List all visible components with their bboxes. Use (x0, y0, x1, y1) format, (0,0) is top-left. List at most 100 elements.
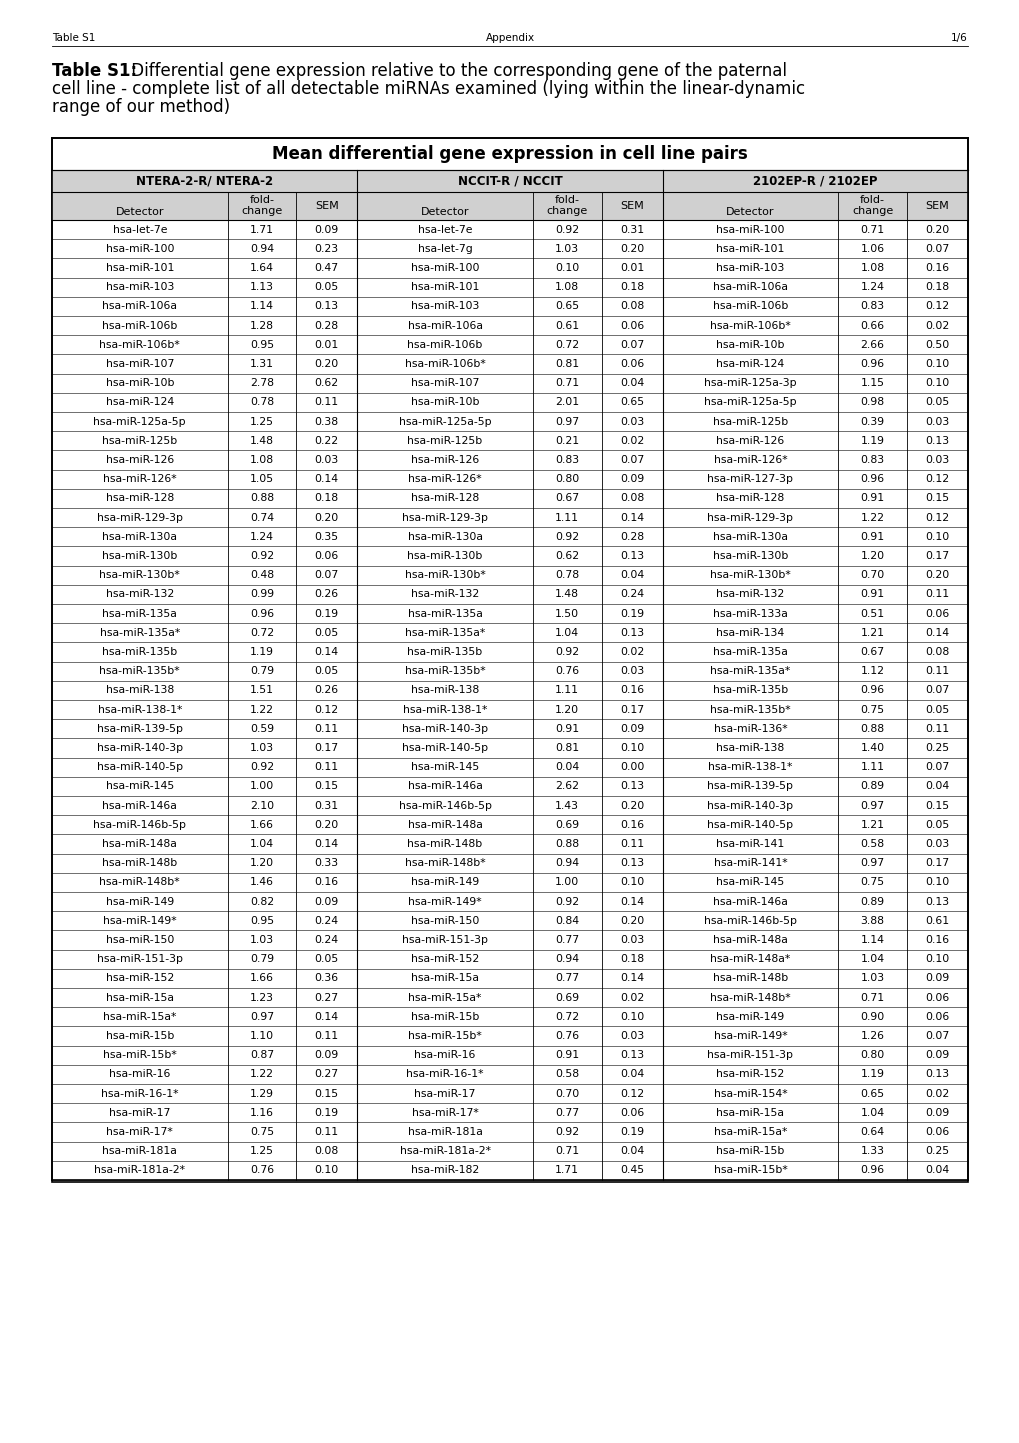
Text: 0.04: 0.04 (620, 570, 644, 580)
Text: 0.09: 0.09 (620, 475, 644, 485)
Text: 0.03: 0.03 (924, 455, 949, 465)
Text: 0.06: 0.06 (924, 1127, 949, 1137)
Text: hsa-miR-128: hsa-miR-128 (715, 494, 784, 504)
Text: Detector: Detector (115, 206, 164, 216)
Text: 0.23: 0.23 (315, 244, 338, 254)
Text: 0.19: 0.19 (620, 1127, 644, 1137)
Text: 0.88: 0.88 (250, 494, 274, 504)
Text: 0.78: 0.78 (250, 397, 274, 407)
Text: Detector: Detector (726, 206, 774, 216)
Text: 0.98: 0.98 (860, 397, 883, 407)
Text: SEM: SEM (315, 201, 338, 211)
Text: 0.15: 0.15 (315, 782, 338, 791)
Text: 0.72: 0.72 (250, 628, 274, 638)
Text: 0.26: 0.26 (315, 589, 338, 599)
Text: 0.08: 0.08 (620, 494, 644, 504)
Text: 0.28: 0.28 (315, 320, 338, 330)
Text: 0.10: 0.10 (924, 378, 949, 388)
Text: SEM: SEM (620, 201, 643, 211)
Text: hsa-miR-132: hsa-miR-132 (106, 589, 173, 599)
Text: 0.70: 0.70 (554, 1088, 579, 1098)
Text: hsa-miR-148a*: hsa-miR-148a* (709, 954, 790, 964)
Text: 0.71: 0.71 (554, 1146, 579, 1156)
Text: hsa-miR-135b: hsa-miR-135b (712, 685, 788, 696)
Text: 0.12: 0.12 (924, 512, 949, 522)
Text: 0.61: 0.61 (924, 916, 949, 926)
Text: hsa-miR-106b*: hsa-miR-106b* (99, 339, 180, 349)
Text: hsa-miR-148a: hsa-miR-148a (102, 838, 177, 848)
Text: 0.07: 0.07 (924, 1030, 949, 1040)
Text: 0.92: 0.92 (554, 896, 579, 906)
Text: 0.00: 0.00 (620, 762, 644, 772)
Text: 0.97: 0.97 (554, 417, 579, 427)
Text: 0.17: 0.17 (924, 551, 949, 561)
Text: hsa-miR-15b*: hsa-miR-15b* (713, 1166, 787, 1176)
Text: 0.10: 0.10 (924, 954, 949, 964)
Text: 0.09: 0.09 (924, 1051, 949, 1061)
Text: 1.16: 1.16 (250, 1108, 274, 1118)
Text: 1.40: 1.40 (860, 743, 883, 753)
Text: hsa-miR-152: hsa-miR-152 (106, 974, 173, 983)
Text: 0.25: 0.25 (924, 743, 949, 753)
Text: hsa-miR-130b*: hsa-miR-130b* (405, 570, 485, 580)
Text: 0.14: 0.14 (315, 475, 338, 485)
Text: 0.09: 0.09 (315, 896, 338, 906)
Text: 0.91: 0.91 (554, 724, 579, 734)
Text: 0.61: 0.61 (554, 320, 579, 330)
Text: 1.22: 1.22 (250, 704, 274, 714)
Text: hsa-miR-140-3p: hsa-miR-140-3p (97, 743, 182, 753)
Text: Table S1: Table S1 (52, 33, 96, 43)
Text: hsa-miR-125a-5p: hsa-miR-125a-5p (94, 417, 185, 427)
Text: hsa-miR-15b*: hsa-miR-15b* (408, 1030, 482, 1040)
Text: 0.64: 0.64 (860, 1127, 883, 1137)
Text: 0.27: 0.27 (315, 1069, 338, 1079)
Text: hsa-miR-135b*: hsa-miR-135b* (100, 667, 180, 677)
Text: hsa-miR-135b: hsa-miR-135b (102, 646, 177, 657)
Text: hsa-miR-15a*: hsa-miR-15a* (408, 993, 481, 1003)
Text: 2.78: 2.78 (250, 378, 274, 388)
Text: 0.77: 0.77 (554, 935, 579, 945)
Text: 0.02: 0.02 (924, 320, 949, 330)
Text: 0.78: 0.78 (554, 570, 579, 580)
Text: 0.11: 0.11 (924, 589, 949, 599)
Text: 0.04: 0.04 (924, 782, 949, 791)
Text: 0.11: 0.11 (924, 724, 949, 734)
Text: hsa-miR-133a: hsa-miR-133a (712, 609, 787, 619)
Text: 1.26: 1.26 (860, 1030, 883, 1040)
Text: 0.13: 0.13 (924, 1069, 949, 1079)
Text: 0.20: 0.20 (620, 244, 644, 254)
Bar (662, 170, 967, 192)
Text: 0.03: 0.03 (620, 1030, 644, 1040)
Text: hsa-miR-130b: hsa-miR-130b (712, 551, 788, 561)
Text: 0.18: 0.18 (924, 283, 949, 291)
Text: 1.24: 1.24 (250, 532, 274, 541)
Text: hsa-miR-17: hsa-miR-17 (414, 1088, 475, 1098)
Text: hsa-miR-135a*: hsa-miR-135a* (709, 667, 790, 677)
Text: hsa-miR-130a: hsa-miR-130a (102, 532, 177, 541)
Text: 0.04: 0.04 (620, 378, 644, 388)
Text: hsa-miR-107: hsa-miR-107 (411, 378, 479, 388)
Text: hsa-miR-130b*: hsa-miR-130b* (709, 570, 790, 580)
Text: hsa-miR-106a: hsa-miR-106a (408, 320, 482, 330)
Text: 0.01: 0.01 (620, 263, 644, 273)
Text: hsa-miR-148b*: hsa-miR-148b* (100, 877, 180, 887)
Text: 0.36: 0.36 (315, 974, 338, 983)
Text: hsa-miR-148b: hsa-miR-148b (408, 838, 482, 848)
Text: 0.04: 0.04 (924, 1166, 949, 1176)
Bar (52, 192, 967, 219)
Text: hsa-miR-139-5p: hsa-miR-139-5p (707, 782, 793, 791)
Text: 0.13: 0.13 (924, 436, 949, 446)
Text: SEM: SEM (924, 201, 949, 211)
Text: hsa-miR-126: hsa-miR-126 (715, 436, 784, 446)
Text: 0.65: 0.65 (620, 397, 644, 407)
Text: 0.27: 0.27 (315, 993, 338, 1003)
Text: hsa-miR-135b*: hsa-miR-135b* (709, 704, 790, 714)
Text: hsa-let-7g: hsa-let-7g (418, 244, 472, 254)
Text: 1.64: 1.64 (250, 263, 274, 273)
Text: 0.13: 0.13 (315, 302, 338, 312)
Text: 0.94: 0.94 (554, 954, 579, 964)
Text: hsa-miR-125a-5p: hsa-miR-125a-5p (398, 417, 491, 427)
Text: 0.94: 0.94 (250, 244, 274, 254)
Text: hsa-miR-106b*: hsa-miR-106b* (405, 359, 485, 369)
Text: 1.11: 1.11 (554, 512, 579, 522)
